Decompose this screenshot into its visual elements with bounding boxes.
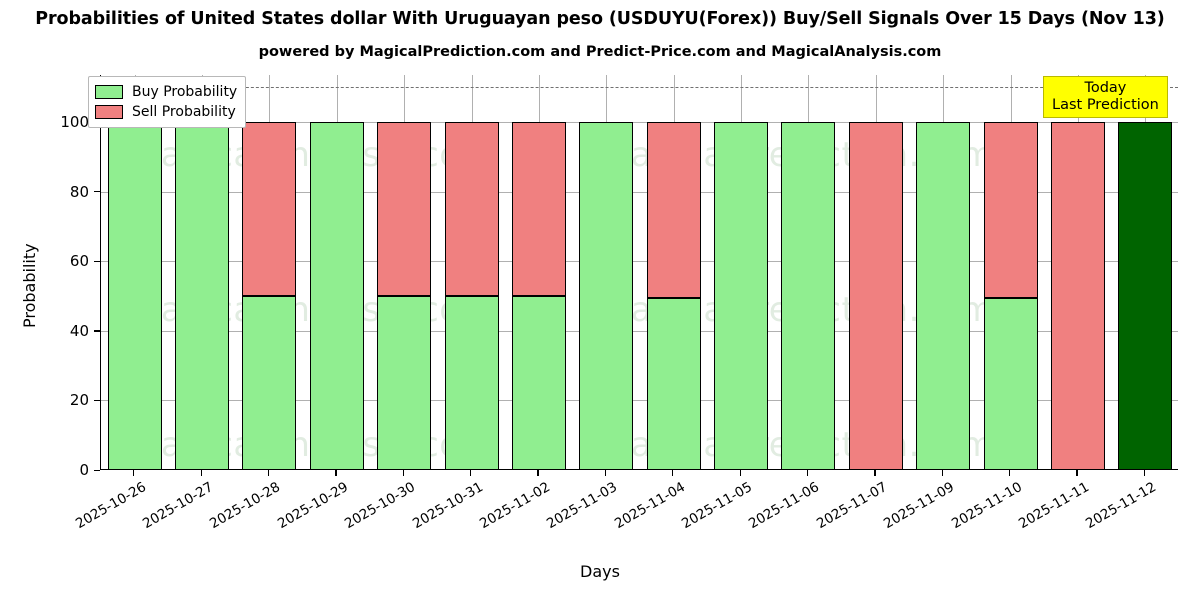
bar-segment-buy[interactable] (377, 296, 432, 469)
bar-group[interactable] (1050, 75, 1105, 469)
chart-subtitle: powered by MagicalPrediction.com and Pre… (258, 44, 942, 60)
y-axis-tick-label: 20 (69, 391, 89, 410)
bar-segment-sell[interactable] (444, 122, 499, 296)
bar-group[interactable] (175, 75, 229, 469)
y-axis-tick-mark (94, 399, 100, 402)
plot-inner: MagicalAnalysis.comMagicalPrediction.com… (101, 75, 1178, 469)
gridline-horizontal (101, 330, 1178, 332)
gridline-horizontal (101, 191, 1178, 193)
legend-label-sell: Sell Probability (132, 104, 236, 120)
bar-group[interactable] (714, 75, 768, 469)
chart-title: Probabilities of United States dollar Wi… (35, 9, 1165, 29)
y-axis-tick-mark (94, 260, 100, 262)
bar-segment-buy[interactable] (781, 122, 836, 469)
bar-segment-buy[interactable] (579, 122, 634, 469)
x-axis-tick-mark (335, 470, 337, 476)
bar-group[interactable] (309, 75, 364, 469)
bar-segment-buy[interactable] (916, 122, 971, 469)
x-axis-tick-mark (200, 470, 202, 476)
today-annotation-line2: Last Prediction (1052, 96, 1159, 113)
legend-swatch-sell-icon (95, 105, 123, 119)
bar-segment-sell[interactable] (377, 122, 432, 296)
today-annotation-line1: Today (1084, 80, 1127, 96)
y-axis-tick-label: 60 (69, 252, 89, 271)
bar-group[interactable] (242, 75, 297, 469)
x-axis-tick-mark (1009, 470, 1011, 476)
x-axis-tick-mark (267, 470, 270, 476)
bar-segment-buy[interactable] (444, 296, 499, 469)
bar-group[interactable] (1118, 75, 1173, 469)
bar-segment-buy[interactable] (714, 122, 768, 469)
y-axis-tick-label: 100 (60, 113, 89, 131)
x-axis-title: Days (580, 562, 620, 581)
bar-segment-buy[interactable] (511, 296, 566, 469)
y-axis-title: Probability (20, 242, 39, 328)
bar-group[interactable] (646, 75, 701, 469)
bar-segment-sell[interactable] (511, 122, 566, 296)
bar-segment-buy[interactable] (309, 122, 364, 469)
legend-item-sell: Sell Probability (95, 102, 237, 122)
bar-segment-today[interactable] (1118, 122, 1173, 469)
chart-legend: Buy Probability Sell Probability (88, 76, 247, 128)
bar-segment-buy[interactable] (646, 297, 701, 469)
x-axis-tick-mark (537, 470, 539, 476)
x-axis-tick-mark (402, 470, 404, 476)
x-axis-tick-mark (739, 470, 741, 476)
bar-segment-buy[interactable] (107, 122, 162, 469)
y-axis-tick-label: 80 (69, 182, 89, 201)
x-axis-tick-mark (941, 470, 943, 476)
legend-swatch-buy-icon (95, 85, 123, 99)
bar-group[interactable] (579, 75, 634, 469)
x-axis-tick-mark (806, 470, 809, 476)
y-axis-tick-mark (94, 469, 100, 471)
gridline-horizontal (101, 400, 1178, 402)
bar-group[interactable] (377, 75, 432, 469)
x-axis-tick-mark (672, 470, 674, 476)
gridline-horizontal (101, 122, 1178, 123)
bar-segment-sell[interactable] (983, 122, 1038, 298)
bar-segment-sell[interactable] (242, 122, 297, 296)
bar-group[interactable] (511, 75, 566, 469)
y-axis-tick-mark (94, 330, 100, 332)
bar-segment-buy[interactable] (175, 122, 229, 469)
bar-segment-sell[interactable] (848, 122, 903, 469)
plot-area: MagicalAnalysis.comMagicalPrediction.com… (100, 75, 1178, 470)
gridline-horizontal (101, 261, 1178, 263)
x-axis-tick-mark (1143, 470, 1146, 476)
legend-item-buy: Buy Probability (95, 82, 237, 102)
y-axis-tick-mark (94, 191, 100, 193)
x-axis-tick-mark (133, 470, 135, 476)
bar-group[interactable] (107, 75, 162, 469)
reference-line (101, 87, 1178, 89)
bar-segment-buy[interactable] (983, 297, 1038, 469)
y-axis-tick-label: 0 (79, 461, 89, 479)
x-axis-tick-mark (470, 470, 472, 476)
x-axis-tick-mark (604, 470, 607, 476)
bar-group[interactable] (781, 75, 836, 469)
bar-group[interactable] (848, 75, 903, 469)
bar-group[interactable] (983, 75, 1038, 469)
x-axis-tick-mark (874, 470, 876, 476)
today-annotation: Today Last Prediction (1043, 76, 1168, 119)
y-axis-tick-label: 40 (69, 321, 89, 340)
bar-segment-sell[interactable] (646, 122, 701, 298)
bar-segment-sell[interactable] (1050, 122, 1105, 469)
bar-group[interactable] (916, 75, 971, 469)
x-axis-tick-mark (1076, 470, 1078, 476)
legend-label-buy: Buy Probability (132, 84, 238, 100)
bar-group[interactable] (444, 75, 499, 469)
bar-segment-buy[interactable] (242, 296, 297, 469)
